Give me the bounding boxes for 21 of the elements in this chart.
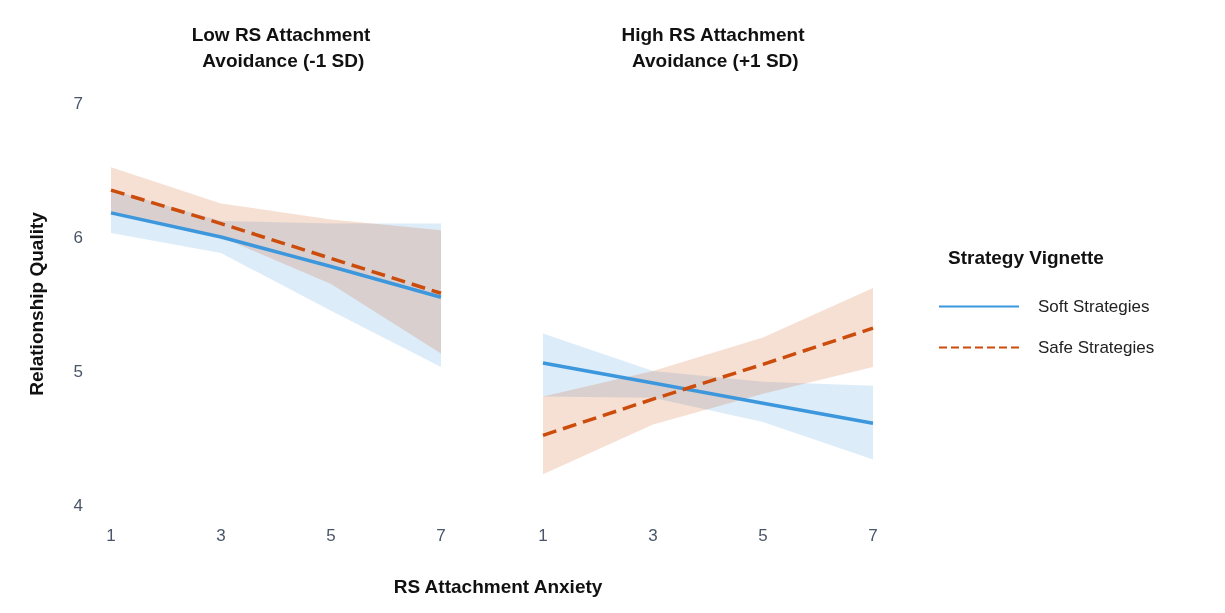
x-axis-title: RS Attachment Anxiety <box>392 576 604 598</box>
legend-title: Strategy Vignette <box>948 247 1104 268</box>
x-tick-label: 5 <box>758 526 768 545</box>
y-axis-title: Relationship Quality <box>26 211 47 396</box>
x-tick-label: 3 <box>216 526 226 545</box>
y-tick-label: 6 <box>73 227 83 247</box>
y-tick-label: 7 <box>73 93 83 113</box>
line-series <box>109 211 443 300</box>
y-tick-label: 5 <box>73 361 83 381</box>
x-tick-label: 1 <box>538 526 548 545</box>
line-series <box>109 188 443 296</box>
chart-title: Low RS Attachment Avoidance (-1 SD) <box>191 23 372 71</box>
x-tick-label: 5 <box>326 526 336 545</box>
chart-title: High RS Attachment Avoidance (+1 SD) <box>621 23 806 71</box>
x-tick-label: 7 <box>868 526 878 545</box>
x-tick-label: 7 <box>436 526 446 545</box>
x-tick-label: 3 <box>648 526 658 545</box>
legend-label: Safe Strategies <box>1038 338 1155 357</box>
x-tick-label: 1 <box>106 526 116 545</box>
y-tick-label: 4 <box>73 495 83 515</box>
legend-label: Soft Strategies <box>1038 297 1150 316</box>
